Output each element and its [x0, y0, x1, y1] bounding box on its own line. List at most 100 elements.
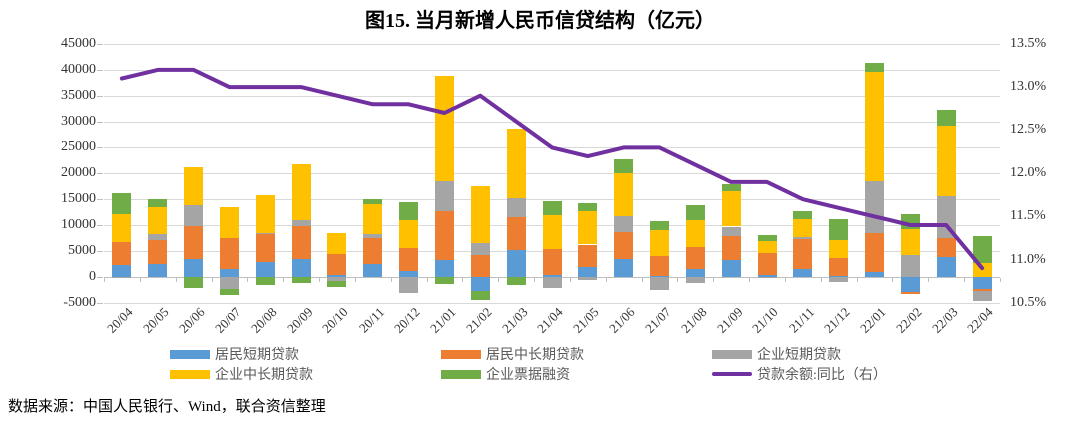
- x-axis-label: 22/03: [928, 304, 961, 336]
- y-axis-tick: [97, 276, 103, 278]
- legend-item-2: 企业短期贷款: [712, 344, 887, 364]
- bar-segment: [434, 75, 454, 182]
- bar-segment: [148, 199, 168, 207]
- bar-segment: [184, 226, 204, 260]
- bar-segment: [327, 275, 347, 277]
- x-axis-tick: [211, 277, 213, 282]
- x-axis-label: 20/10: [319, 304, 351, 336]
- x-axis-label: 20/11: [355, 304, 387, 336]
- bar-segment: [865, 72, 885, 181]
- bar-segment: [542, 276, 562, 288]
- legend-label: 居民中长期贷款: [486, 348, 584, 363]
- bar-segment: [685, 269, 705, 277]
- chart-title: 图15. 当月新增人民币信贷结构（亿元）: [365, 10, 715, 32]
- bar-segment: [936, 237, 956, 257]
- bar-segment: [614, 215, 634, 232]
- x-axis-label: 22/04: [964, 304, 997, 336]
- bar-segment: [900, 276, 920, 292]
- x-axis-tick: [319, 277, 321, 282]
- x-axis-label: 20/08: [247, 304, 280, 336]
- bar-segment: [219, 276, 239, 290]
- bar-segment: [506, 249, 526, 277]
- y-axis-label: 45000: [61, 36, 96, 51]
- x-axis-label: 21/06: [606, 304, 638, 336]
- y-axis-label: 15000: [61, 191, 96, 207]
- bar-segment: [650, 255, 670, 277]
- bar-segment: [148, 206, 168, 235]
- bar-segment: [112, 242, 132, 265]
- bar-segment: [936, 256, 956, 277]
- bar-segment: [829, 218, 849, 240]
- yoy-line-layer: [119, 67, 985, 271]
- bar-segment: [936, 195, 956, 238]
- y-axis-tick: [97, 44, 103, 45]
- bar-segment: [757, 252, 777, 275]
- gridline: [104, 173, 1000, 175]
- gridline: [104, 121, 1000, 123]
- gridline: [104, 199, 1000, 201]
- data-source-note: 数据来源：中国人民银行、Wind，联合资信整理: [8, 399, 326, 415]
- bar-segment: [363, 203, 383, 234]
- bar-segment: [112, 264, 132, 277]
- bar-segment: [542, 215, 562, 250]
- x-axis-tick: [641, 277, 643, 282]
- bar-segment: [219, 268, 239, 277]
- bar-segment: [757, 274, 777, 277]
- x-axis-label: 20/12: [391, 304, 423, 336]
- bar-segment: [363, 237, 383, 264]
- y-axis-label: 5000: [68, 242, 96, 258]
- bar-segment: [650, 221, 670, 231]
- bar-segment: [614, 172, 634, 216]
- bar-segment: [578, 210, 598, 245]
- y-axis-label: 10000: [61, 217, 96, 233]
- bar-segment: [363, 199, 383, 204]
- bar-segment: [829, 239, 849, 258]
- chart-legend: 居民短期贷款 居民中长期贷款 企业短期贷款 企业中长期贷款 企业票据融资 贷款余额:同比（…: [170, 344, 887, 384]
- y-axis-tick: [97, 121, 103, 123]
- bar-segment: [148, 234, 168, 241]
- bar-segment: [219, 237, 239, 269]
- bar-segment: [757, 276, 777, 279]
- bar-segment: [219, 206, 239, 238]
- x-axis-label: 21/05: [570, 304, 602, 336]
- bar-segment: [470, 185, 490, 243]
- bar-segment: [972, 290, 992, 301]
- bar-segment: [112, 213, 132, 243]
- y-axis-label: 25000: [61, 139, 96, 155]
- bar-segment: [291, 219, 311, 227]
- gridline: [104, 69, 1000, 71]
- x-axis-tick: [856, 277, 858, 282]
- y-axis-label: 20000: [61, 165, 96, 181]
- gridline: [104, 302, 1000, 304]
- bar-segment: [829, 276, 849, 283]
- bar-segment: [721, 235, 741, 261]
- x-axis-label: 21/10: [749, 304, 781, 336]
- bar-segment: [721, 226, 741, 236]
- bar-segment: [829, 257, 849, 276]
- y-axis-tick: [97, 302, 103, 304]
- bar-segment: [865, 233, 885, 272]
- bar-segment: [542, 274, 562, 277]
- x-axis-tick: [139, 277, 141, 282]
- bar-segment: [434, 276, 454, 284]
- bar-segment: [327, 276, 347, 282]
- bar-segment: [184, 276, 204, 288]
- x-axis-tick: [605, 277, 607, 282]
- secondary-y-axis-label: 12.0%: [1010, 165, 1047, 181]
- bar-segment: [470, 255, 490, 277]
- bar-segment: [793, 210, 813, 219]
- secondary-y-axis-label: 12.5%: [1010, 122, 1047, 138]
- x-axis-tick: [534, 277, 536, 282]
- bar-segment: [327, 254, 347, 276]
- x-axis-tick: [354, 277, 356, 282]
- legend-color-swatch: [712, 349, 752, 359]
- legend-color-swatch: [441, 349, 481, 359]
- y-axis-tick: [97, 225, 103, 227]
- x-axis-label: 20/04: [104, 304, 136, 336]
- x-axis-tick: [498, 277, 500, 282]
- bar-segment: [614, 158, 634, 173]
- x-axis-tick: [426, 277, 428, 282]
- bar-segment: [506, 129, 526, 198]
- bar-segment: [399, 270, 419, 277]
- x-axis-tick: [677, 277, 679, 282]
